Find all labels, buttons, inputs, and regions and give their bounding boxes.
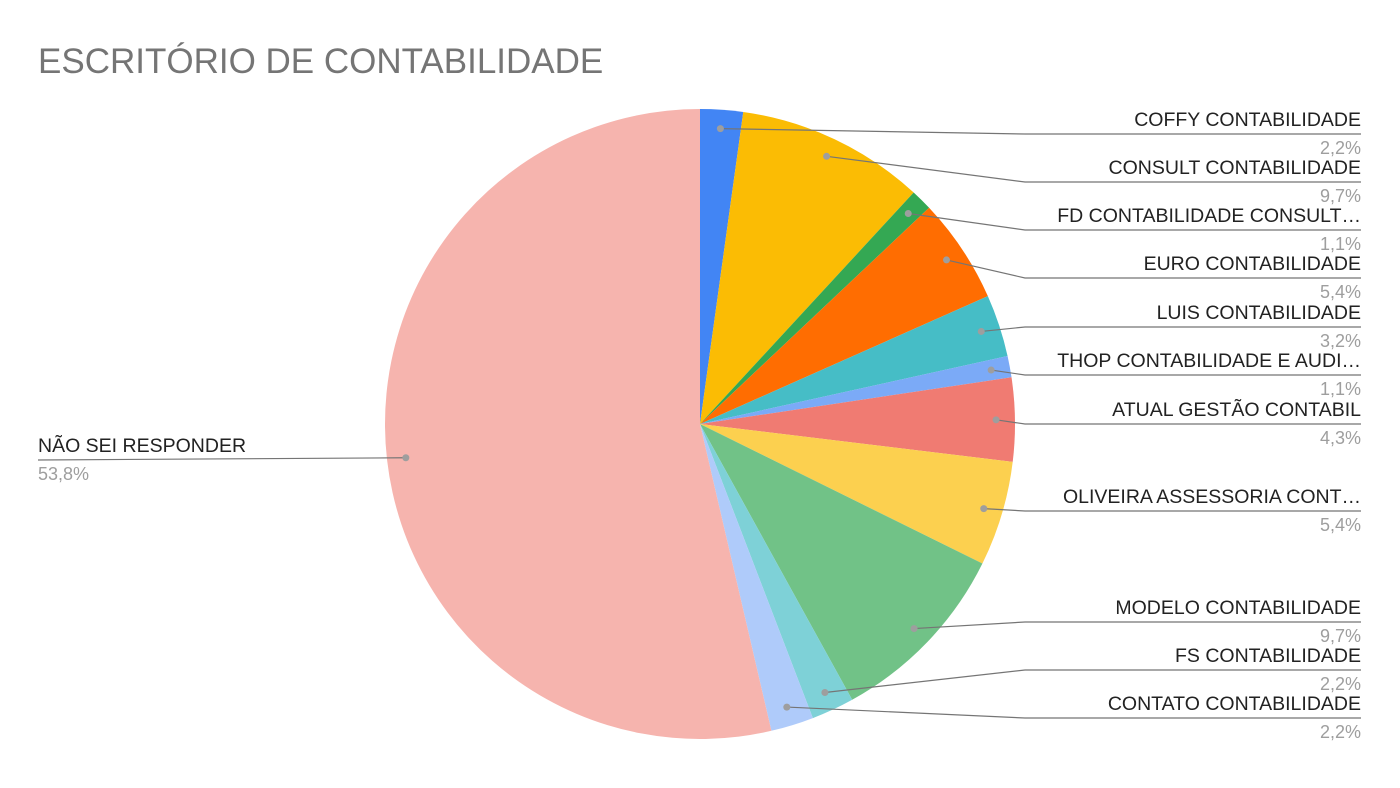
pie-slice: [700, 424, 1013, 564]
leader-lines: [37, 125, 1361, 719]
leader-dot: [904, 209, 912, 217]
leader-dot: [910, 625, 918, 633]
pie-slice: [700, 424, 853, 719]
leader-line: [786, 706, 1361, 719]
leader-line: [914, 621, 1361, 630]
slice-label: OLIVEIRA ASSESSORIA CONT…: [1063, 486, 1361, 508]
slice-label: LUIS CONTABILIDADE: [1157, 302, 1361, 324]
slice-percent: 9,7%: [1320, 186, 1361, 206]
leader-line: [826, 155, 1361, 183]
slice-percent: 9,7%: [1320, 626, 1361, 646]
slice-label: THOP CONTABILIDADE E AUDI…: [1057, 350, 1361, 372]
slice-label: FD CONTABILIDADE CONSULT…: [1057, 205, 1361, 227]
leader-dot: [823, 152, 831, 160]
slice-percent: 53,8%: [38, 464, 89, 484]
pie-slice: [700, 355, 1012, 424]
leader-line: [983, 507, 1361, 512]
pie-slice: [700, 296, 1008, 424]
leader-line: [981, 326, 1361, 333]
chart-title: ESCRITÓRIO DE CONTABILIDADE: [38, 42, 604, 81]
slice-percent: 1,1%: [1320, 379, 1361, 399]
pie-slices: [384, 109, 1015, 740]
leader-line: [720, 128, 1361, 135]
slice-label: EURO CONTABILIDADE: [1144, 253, 1361, 275]
slice-percent: 2,2%: [1320, 722, 1361, 742]
slice-percent: 2,2%: [1320, 138, 1361, 158]
slice-label: FS CONTABILIDADE: [1175, 645, 1361, 667]
pie-slice: [700, 111, 914, 425]
slice-percent: 3,2%: [1320, 331, 1361, 351]
slice-percent: 2,2%: [1320, 674, 1361, 694]
pie-slice: [700, 377, 1015, 462]
leader-line: [991, 369, 1361, 376]
pie-slice: [384, 109, 772, 740]
leader-dot: [783, 703, 791, 711]
slice-percent: 5,4%: [1320, 282, 1361, 302]
leader-dot: [987, 366, 995, 374]
leader-dot: [942, 256, 950, 264]
slice-percent: 5,4%: [1320, 515, 1361, 535]
leader-dot: [821, 688, 829, 696]
slice-percent: 1,1%: [1320, 234, 1361, 254]
leader-line: [824, 669, 1361, 694]
leader-line: [37, 457, 406, 461]
slice-percent: 4,3%: [1320, 428, 1361, 448]
slice-label: NÃO SEI RESPONDER: [38, 433, 246, 457]
slice-label: COFFY CONTABILIDADE: [1134, 109, 1361, 131]
leader-dot: [716, 125, 724, 133]
pie-slice: [700, 424, 813, 731]
slice-label: ATUAL GESTÃO CONTABIL: [1112, 397, 1361, 421]
leader-dot: [402, 454, 410, 462]
pie-slice: [700, 109, 744, 424]
slice-label: CONTATO CONTABILIDADE: [1108, 693, 1361, 715]
leader-line: [908, 212, 1361, 231]
pie-slice: [700, 207, 988, 424]
leader-dot: [992, 416, 1000, 424]
leader-line: [995, 419, 1361, 425]
leader-line: [946, 259, 1361, 279]
slice-label: CONSULT CONTABILIDADE: [1109, 157, 1361, 179]
leader-dot: [980, 505, 988, 513]
slice-label: MODELO CONTABILIDADE: [1115, 597, 1361, 619]
leader-dot: [977, 327, 985, 335]
pie-slice: [700, 192, 930, 424]
